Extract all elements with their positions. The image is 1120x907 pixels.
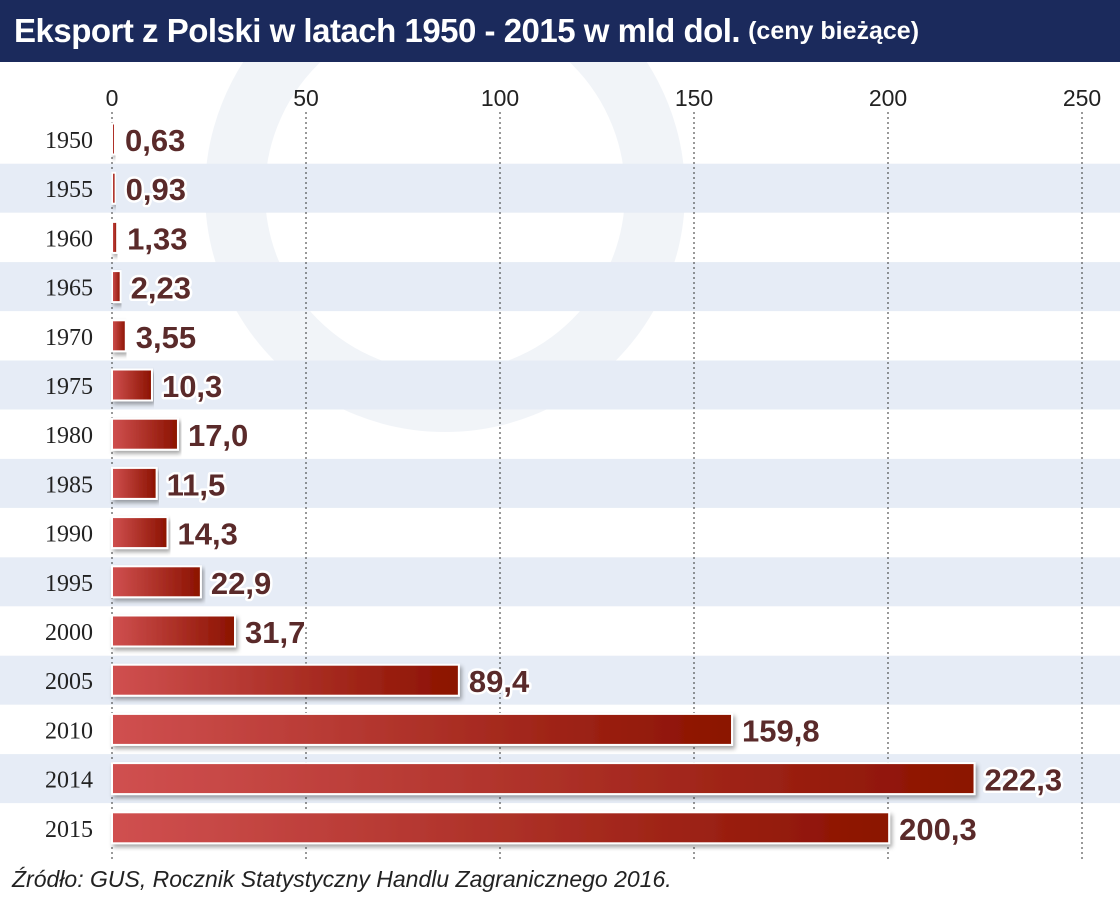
bar xyxy=(111,122,116,156)
y-tick-label: 1995 xyxy=(45,571,93,597)
bar-chart: 0 50 100 150 200 250 1950 1955 1960 1965 1970 1975… xyxy=(0,62,1120,862)
bar xyxy=(111,712,734,746)
value-label: 89,4 xyxy=(469,664,530,699)
bar xyxy=(111,220,119,254)
bar xyxy=(111,811,891,845)
row-band xyxy=(0,458,1120,508)
bar xyxy=(111,417,179,451)
value-label: 17,0 xyxy=(188,418,248,453)
watermark xyxy=(205,62,685,432)
x-tick-label: 150 xyxy=(675,85,713,111)
x-tick-label: 200 xyxy=(869,85,907,111)
y-tick-label: 1960 xyxy=(45,226,93,252)
x-axis-ticks: 0 50 100 150 200 250 xyxy=(106,85,1102,111)
y-tick-label: 2000 xyxy=(45,620,93,646)
value-label: 3,55 xyxy=(136,320,196,355)
value-label: 2,23 xyxy=(131,271,191,306)
y-tick-label: 1955 xyxy=(45,177,93,203)
title-bar: Eksport z Polski w latach 1950 - 2015 w … xyxy=(0,0,1120,62)
value-label: 22,9 xyxy=(211,566,271,601)
chart-subtitle: (ceny bieżące) xyxy=(748,16,920,45)
row-band xyxy=(0,163,1120,213)
y-tick-label: 1965 xyxy=(45,276,93,302)
x-tick-label: 250 xyxy=(1063,85,1101,111)
value-label: 10,3 xyxy=(162,369,222,404)
bar xyxy=(111,171,117,205)
value-label: 31,7 xyxy=(245,615,305,650)
y-tick-label: 2010 xyxy=(45,718,93,744)
x-tick-label: 0 xyxy=(106,85,119,111)
x-tick-label: 100 xyxy=(481,85,519,111)
y-axis-labels: 1950 1955 1960 1965 1970 1975 1980 1985 1990 1995… xyxy=(45,128,93,843)
bar xyxy=(111,565,202,599)
bars xyxy=(111,122,976,845)
bar xyxy=(111,663,460,697)
chart-title: Eksport z Polski w latach 1950 - 2015 w … xyxy=(14,12,741,49)
value-labels: 0,63 0,93 1,33 2,23 3,55 10,3 17,0 11,5 14,3 22,9… xyxy=(123,121,1065,850)
value-label: 0,93 xyxy=(126,172,186,207)
value-label: 222,3 xyxy=(985,763,1063,798)
watermark-ring xyxy=(205,62,685,432)
bar xyxy=(111,368,153,402)
y-tick-label: 1950 xyxy=(45,128,93,154)
bar xyxy=(111,614,236,648)
bar xyxy=(111,762,976,796)
x-tick-label: 50 xyxy=(293,85,319,111)
y-tick-label: 2015 xyxy=(45,817,93,843)
y-tick-label: 1975 xyxy=(45,374,93,400)
y-tick-label: 1990 xyxy=(45,522,93,548)
y-tick-label: 1980 xyxy=(45,423,93,449)
bar xyxy=(111,516,169,550)
bar xyxy=(111,466,158,500)
y-tick-label: 2014 xyxy=(45,768,93,794)
row-band xyxy=(0,262,1120,312)
value-label: 1,33 xyxy=(127,221,187,256)
value-label: 14,3 xyxy=(177,517,237,552)
y-tick-label: 1985 xyxy=(45,472,93,498)
value-label: 159,8 xyxy=(742,713,820,748)
bar xyxy=(111,270,122,304)
y-tick-label: 1970 xyxy=(45,325,93,351)
value-label: 200,3 xyxy=(899,812,977,847)
value-label: 11,5 xyxy=(167,467,226,502)
value-label: 0,63 xyxy=(125,123,185,158)
bar xyxy=(111,319,127,353)
row-band xyxy=(0,360,1120,410)
source-note: Źródło: GUS, Rocznik Statystyczny Handlu… xyxy=(12,866,672,892)
y-tick-label: 2005 xyxy=(45,669,93,695)
